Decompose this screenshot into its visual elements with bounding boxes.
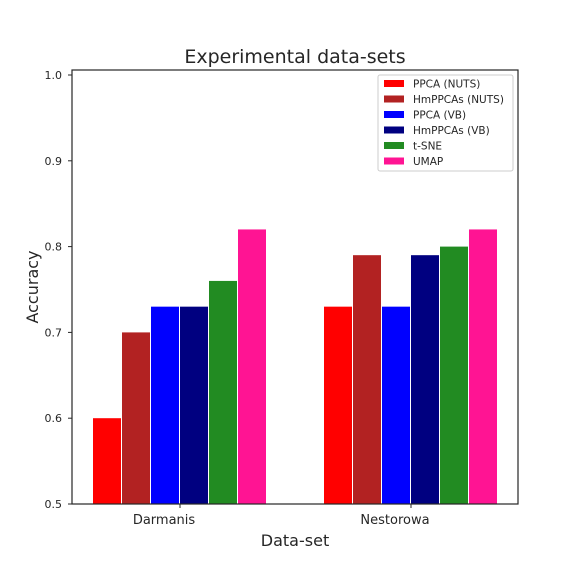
legend-label: HmPPCAs (NUTS) [413, 94, 504, 106]
legend-label: PPCA (NUTS) [413, 79, 480, 91]
y-tick-label: 0.9 [45, 155, 63, 168]
legend-label: HmPPCAs (VB) [413, 125, 490, 137]
x-axis-ticks: Darmanis Nestorowa [133, 504, 430, 528]
x-axis-label: Data-set [261, 531, 329, 550]
legend-swatch [384, 80, 404, 87]
y-tick-label: 0.8 [45, 241, 63, 254]
bar-t-sne-darmanis [209, 280, 237, 504]
bar-hmppcas-vb-nestorowa [411, 255, 439, 504]
plot-frame [71, 69, 519, 505]
y-tick-label: 1.0 [45, 69, 63, 82]
bar-ppca-nuts-darmanis [93, 418, 121, 504]
legend-swatch [384, 111, 404, 118]
legend-swatch [384, 95, 404, 103]
bar-ppca-vb-nestorowa [382, 306, 410, 504]
x-tick-label: Darmanis [133, 513, 196, 528]
legend: PPCA (NUTS) HmPPCAs (NUTS) PPCA (VB) HmPPCA… [377, 74, 514, 172]
legend-label: UMAP [413, 156, 443, 168]
legend-label: t-SNE [413, 141, 442, 153]
chart-title: Experimental data-sets [184, 46, 405, 68]
legend-swatch [384, 157, 404, 165]
legend-swatch [384, 126, 404, 134]
bar-ppca-vb-darmanis [151, 306, 179, 504]
bar-umap-nestorowa [469, 229, 497, 504]
y-tick-label: 0.5 [45, 498, 63, 511]
bar-umap-darmanis [238, 229, 266, 504]
x-tick-label: Nestorowa [360, 513, 429, 528]
y-tick-label: 0.7 [45, 326, 63, 339]
y-axis-ticks: 0.5 0.6 0.7 0.8 0.9 1.0 [45, 69, 72, 511]
legend-swatch [384, 142, 404, 149]
legend-label: PPCA (VB) [413, 110, 466, 122]
y-axis-label: Accuracy [23, 250, 42, 323]
y-tick-label: 0.6 [45, 412, 63, 425]
legend-frame [377, 74, 514, 172]
bar-hmppcas-nuts-nestorowa [353, 255, 381, 504]
bars-layer [93, 229, 497, 504]
bar-hmppcas-nuts-darmanis [122, 332, 150, 504]
bar-t-sne-nestorowa [440, 246, 468, 504]
bar-hmppcas-vb-darmanis [180, 306, 208, 504]
bar-ppca-nuts-nestorowa [324, 306, 352, 504]
